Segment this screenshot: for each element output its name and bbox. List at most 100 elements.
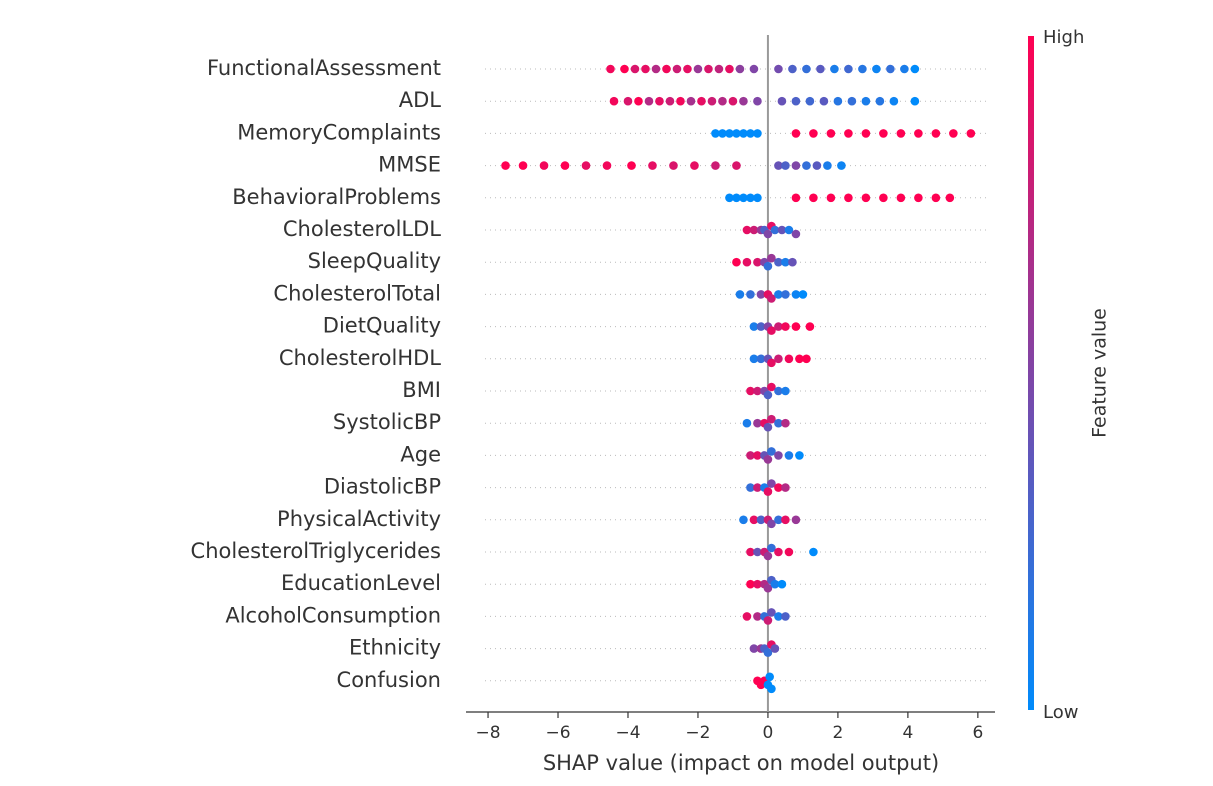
dot <box>858 64 867 74</box>
dot <box>746 579 755 589</box>
x-axis-label: SHAP value (impact on model output) <box>543 751 939 775</box>
dot <box>945 193 955 203</box>
dot <box>746 193 755 203</box>
x-tick-label: −4 <box>615 723 640 743</box>
dot <box>795 451 804 460</box>
dot <box>767 479 776 488</box>
dot <box>896 129 906 138</box>
dot <box>791 229 801 239</box>
dot <box>914 193 923 203</box>
dot <box>735 290 745 299</box>
dot <box>683 64 692 74</box>
colorbar <box>1028 36 1034 710</box>
dot <box>739 515 748 525</box>
dot <box>690 161 699 170</box>
dot <box>777 96 787 106</box>
dot <box>746 483 755 492</box>
dot <box>765 672 774 682</box>
dot <box>910 96 920 106</box>
dot <box>774 515 783 525</box>
dot <box>742 418 752 428</box>
dot <box>648 161 657 170</box>
dot <box>791 129 801 138</box>
dot <box>651 64 661 74</box>
dot <box>746 547 755 557</box>
dot <box>704 64 713 74</box>
dot <box>791 322 801 331</box>
dot <box>725 193 734 203</box>
dot <box>753 96 762 106</box>
feature-label: CholesterolTriglycerides <box>191 539 441 563</box>
dot <box>644 96 654 106</box>
dot <box>774 161 783 170</box>
dot <box>886 64 895 74</box>
dot <box>781 322 790 331</box>
x-tick-label: 0 <box>763 723 774 743</box>
dot <box>739 193 748 203</box>
dot <box>655 96 664 106</box>
dot <box>749 64 759 74</box>
x-tick-label: −6 <box>545 723 570 743</box>
dot <box>753 257 762 267</box>
feature-label: AlcoholConsumption <box>225 603 441 627</box>
dot <box>739 129 748 138</box>
colorbar-label: Feature value <box>1089 308 1111 438</box>
dot <box>784 451 794 460</box>
dot <box>746 290 755 299</box>
dot <box>732 161 741 170</box>
dot <box>753 193 762 203</box>
dot <box>732 257 741 267</box>
dot <box>753 547 762 557</box>
dot <box>756 515 766 525</box>
dot <box>753 451 762 460</box>
dot <box>763 261 773 271</box>
x-tick-label: 2 <box>832 723 843 743</box>
dot <box>781 418 790 428</box>
dot <box>872 64 881 74</box>
dot <box>753 418 762 428</box>
feature-label: CholesterolLDL <box>283 217 441 241</box>
feature-label: MMSE <box>378 153 441 177</box>
dot <box>798 290 808 299</box>
dot <box>914 129 923 138</box>
dot <box>847 96 857 106</box>
dot <box>623 96 633 106</box>
dot <box>763 229 773 239</box>
dot <box>739 96 748 106</box>
dot <box>900 64 909 74</box>
dot <box>753 129 762 138</box>
dot <box>767 358 776 368</box>
feature-label: DietQuality <box>323 314 441 338</box>
dot <box>791 290 801 299</box>
dot <box>791 193 801 203</box>
dot <box>718 129 727 138</box>
dot <box>767 608 776 617</box>
dot <box>767 414 776 424</box>
dot <box>795 354 804 364</box>
dot <box>830 64 839 74</box>
dot <box>774 354 783 364</box>
dot <box>763 551 773 561</box>
dot <box>539 161 549 170</box>
dot <box>697 96 706 106</box>
colorbar-low: Low <box>1043 702 1078 723</box>
feature-label: SleepQuality <box>308 249 441 273</box>
dot <box>609 96 619 106</box>
dot <box>791 515 801 525</box>
dot <box>672 64 682 74</box>
dot <box>774 386 783 396</box>
dot <box>966 129 976 138</box>
dot <box>742 225 752 235</box>
dot <box>774 612 783 621</box>
colorbar-high: High <box>1043 27 1084 48</box>
dot <box>774 64 783 74</box>
dot <box>889 96 899 106</box>
dot <box>641 64 650 74</box>
dot <box>781 612 790 621</box>
dot <box>749 322 759 331</box>
dot <box>774 290 783 299</box>
dot <box>788 64 797 74</box>
dot <box>756 290 766 299</box>
dot <box>826 129 836 138</box>
dot <box>777 225 787 235</box>
